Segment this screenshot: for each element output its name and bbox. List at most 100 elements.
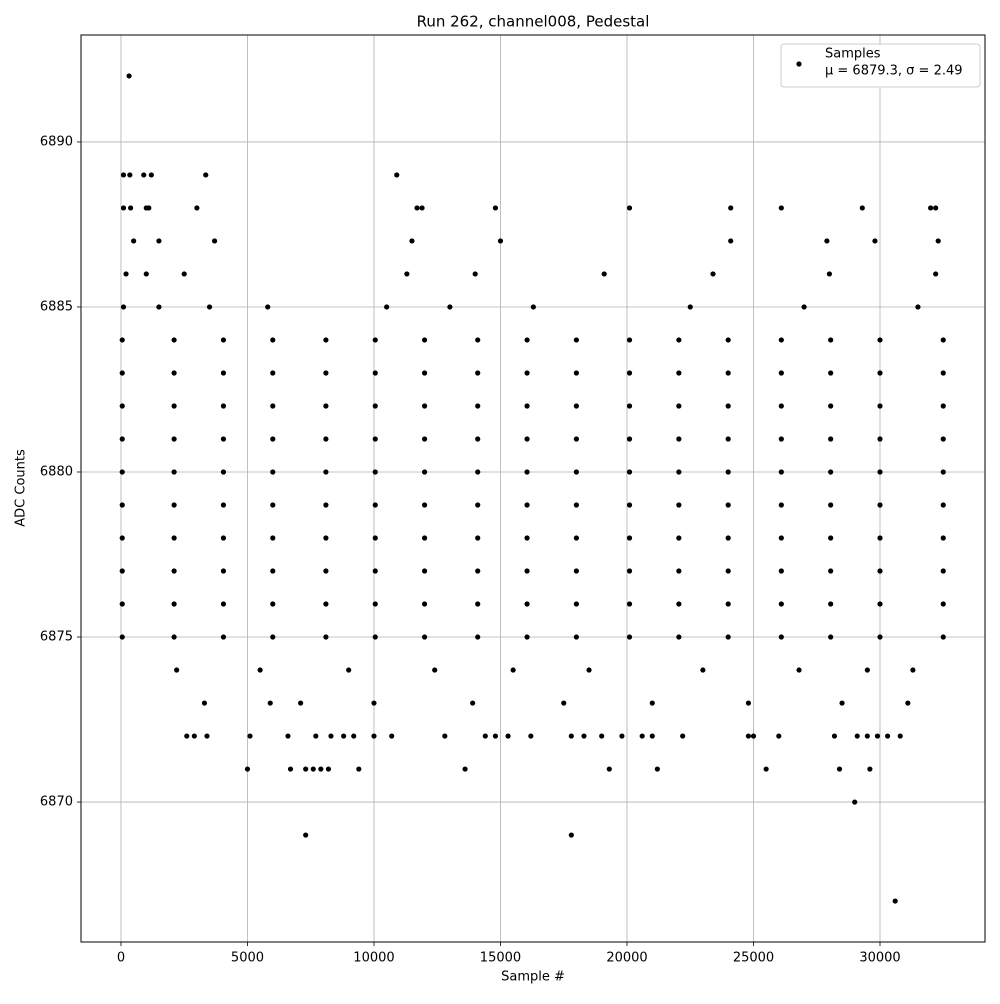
point [940,337,946,343]
point [220,436,227,442]
point [421,337,428,343]
point [940,634,946,640]
point [323,568,329,574]
point [141,172,147,178]
point [626,337,633,343]
point [127,205,134,211]
point [171,469,177,475]
point [568,733,574,739]
point [626,634,633,640]
point [884,733,891,739]
point [877,634,883,640]
point [877,403,883,409]
point [649,700,655,706]
point [470,700,476,706]
point [270,502,276,508]
point [573,436,579,442]
point [568,832,574,838]
point [933,205,939,211]
point [475,337,481,343]
point [606,766,612,772]
point [421,502,428,508]
x-axis-label: Sample # [501,970,565,985]
point [940,601,946,607]
x-tick-label: 0 [117,951,125,966]
point [123,271,129,277]
point [831,733,838,739]
point [414,205,420,211]
point [528,733,534,739]
point [524,469,530,475]
point [432,667,438,673]
point [497,238,504,244]
point [475,601,481,607]
point [303,832,309,838]
point [184,733,190,739]
point [372,502,378,508]
point [372,601,378,607]
legend-marker [796,61,802,67]
point [201,700,208,706]
point [852,799,858,805]
point [649,733,655,739]
point [119,568,125,574]
point [475,436,481,442]
point [940,502,946,508]
point [573,370,579,376]
point [270,568,276,574]
point [421,568,428,574]
point [778,634,784,640]
point [171,337,177,343]
point [639,733,645,739]
point [119,469,125,475]
point [372,634,378,640]
point [778,535,784,541]
point [220,568,227,574]
point [676,337,682,343]
point [676,370,682,376]
point [828,601,834,607]
point [371,700,377,706]
point [826,271,832,277]
point [257,667,263,673]
point [203,172,209,178]
point [174,667,180,673]
x-tick-label: 20000 [606,951,647,966]
point [421,370,428,376]
point [156,238,162,244]
point [505,733,511,739]
legend-stats: μ = 6879.3, σ = 2.49 [825,64,963,79]
point [586,667,592,673]
point [687,304,693,310]
point [828,568,834,574]
point [475,403,481,409]
point [778,205,784,211]
point [143,271,149,277]
point [725,502,731,508]
point [421,634,428,640]
legend-box [780,43,981,88]
point [700,667,706,673]
point [346,667,352,673]
point [119,436,125,442]
point [325,766,332,772]
point [940,403,946,409]
point [940,370,946,376]
point [725,403,731,409]
point [323,469,329,475]
point [778,370,784,376]
point [676,568,682,574]
point [220,337,227,343]
point [676,403,682,409]
point [194,205,200,211]
point [421,535,428,541]
point [323,601,329,607]
point [475,370,481,376]
point [270,337,276,343]
point [750,733,757,739]
point [778,601,784,607]
point [120,172,127,178]
y-tick-label: 6885 [40,299,73,314]
point [828,535,834,541]
